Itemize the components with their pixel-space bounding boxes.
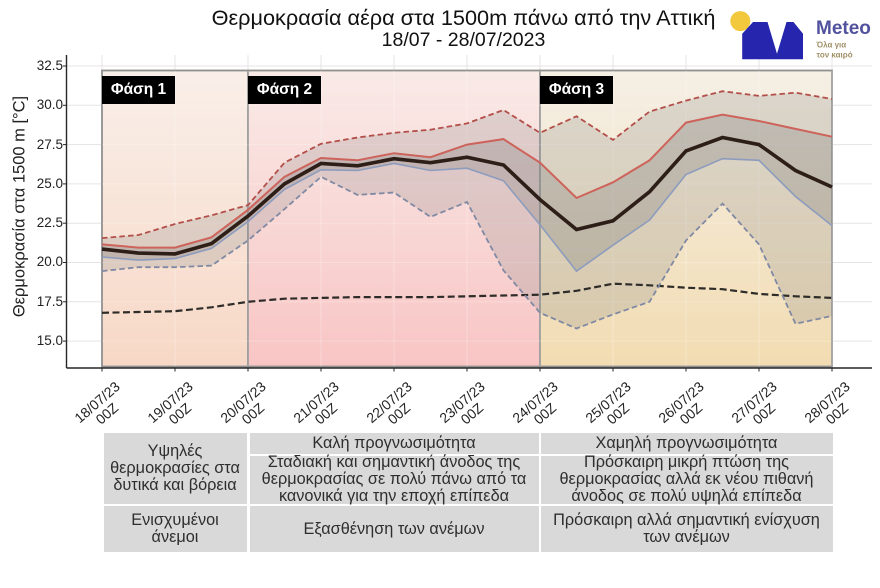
svg-text:τον καιρό: τον καιρό [817, 51, 853, 60]
svg-text:Meteo: Meteo [816, 18, 871, 39]
svg-text:Όλα για: Όλα για [816, 41, 847, 50]
